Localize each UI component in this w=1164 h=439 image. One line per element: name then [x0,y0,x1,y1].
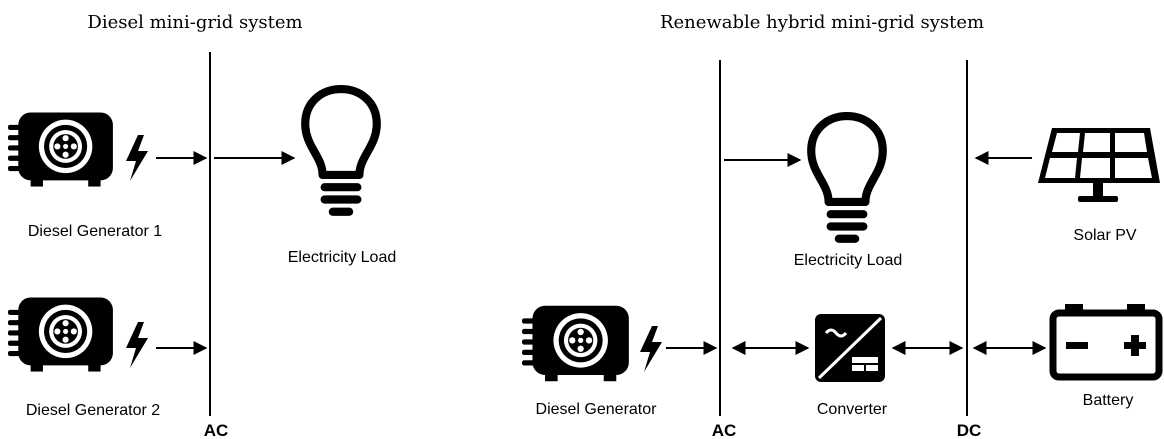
generator-icon [522,305,629,382]
node-label: Battery [1083,392,1134,409]
generator-icon [8,112,113,187]
generator-icon [8,297,113,372]
panel-title: Renewable hybrid mini-grid system [660,12,984,33]
node-label: Solar PV [1073,227,1136,244]
converter-icon [815,314,885,382]
bolt-icon [126,135,148,181]
node-label: Diesel Generator 1 [28,223,162,240]
bolt-icon [640,326,662,372]
bulb-icon [811,116,883,243]
battery-icon [1049,304,1163,381]
solar-icon [1038,128,1160,202]
bolt-icon [126,322,148,368]
bus-label: AC [712,421,737,439]
bulb-icon [305,89,377,216]
bus-label: DC [957,421,982,439]
node-label: Electricity Load [794,252,903,269]
node-label: Diesel Generator [536,401,658,418]
node-label: Electricity Load [288,249,397,266]
node-label: Diesel Generator 2 [26,402,160,419]
panel-title: Diesel mini-grid system [87,12,302,33]
bus-label: AC [204,421,229,439]
node-label: Converter [817,401,888,418]
